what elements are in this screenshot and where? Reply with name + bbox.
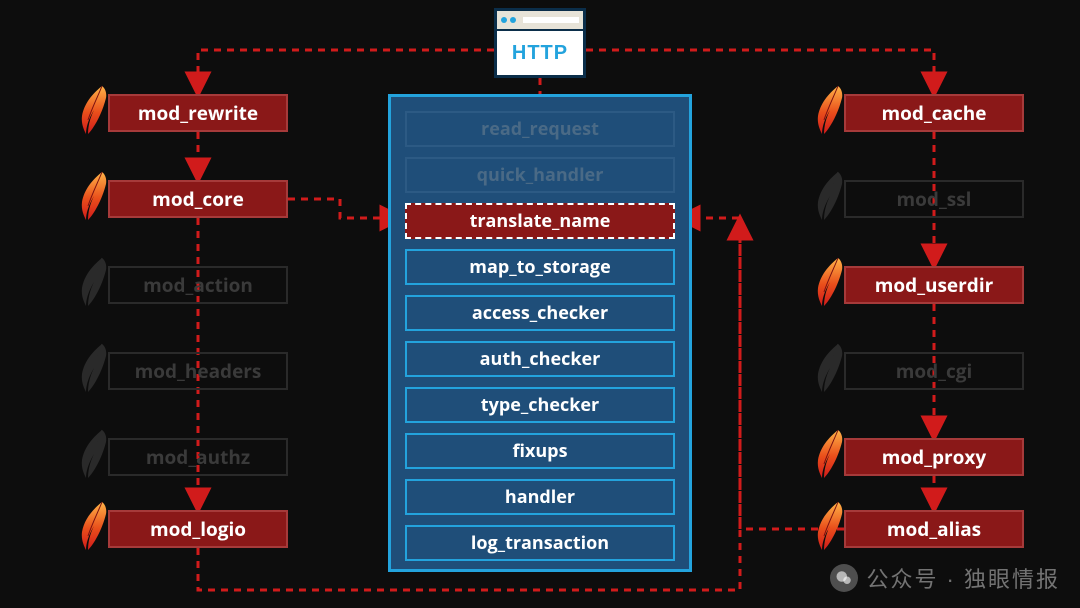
watermark: 公众号 · 独眼情报 — [830, 562, 1060, 594]
module-mod-cgi: mod_cgi — [844, 352, 1024, 390]
module-mod-logio: mod_logio — [108, 510, 288, 548]
module-mod-alias: mod_alias — [844, 510, 1024, 548]
phase-quick-handler: quick_handler — [405, 157, 675, 193]
module-mod-headers: mod_headers — [108, 352, 288, 390]
apache-feather-icon — [72, 170, 112, 224]
phase-fixups: fixups — [405, 433, 675, 469]
module-mod-action: mod_action — [108, 266, 288, 304]
module-mod-authz: mod_authz — [108, 438, 288, 476]
apache-feather-icon — [808, 342, 848, 396]
apache-feather-icon — [808, 500, 848, 554]
phase-log-transaction: log_transaction — [405, 525, 675, 561]
apache-feather-icon — [808, 170, 848, 224]
apache-feather-icon — [72, 84, 112, 138]
module-mod-rewrite: mod_rewrite — [108, 94, 288, 132]
module-mod-ssl: mod_ssl — [844, 180, 1024, 218]
phase-access-checker: access_checker — [405, 295, 675, 331]
apache-feather-icon — [808, 84, 848, 138]
apache-feather-icon — [72, 256, 112, 310]
apache-feather-icon — [72, 500, 112, 554]
http-titlebar — [497, 11, 583, 31]
apache-feather-icon — [808, 428, 848, 482]
phase-read-request: read_request — [405, 111, 675, 147]
apache-feather-icon — [72, 428, 112, 482]
phase-handler: handler — [405, 479, 675, 515]
module-mod-core: mod_core — [108, 180, 288, 218]
watermark-text: 公众号 · 独眼情报 — [866, 562, 1060, 594]
apache-feather-icon — [72, 342, 112, 396]
phase-auth-checker: auth_checker — [405, 341, 675, 377]
module-mod-cache: mod_cache — [844, 94, 1024, 132]
http-source: HTTP — [494, 8, 586, 78]
wechat-icon — [830, 564, 858, 592]
phase-map-to-storage: map_to_storage — [405, 249, 675, 285]
request-pipeline: read_request quick_handler translate_namem… — [388, 94, 692, 572]
phase-translate-name: translate_name — [405, 203, 675, 239]
module-mod-userdir: mod_userdir — [844, 266, 1024, 304]
apache-feather-icon — [808, 256, 848, 310]
http-label: HTTP — [497, 31, 583, 75]
module-mod-proxy: mod_proxy — [844, 438, 1024, 476]
phase-type-checker: type_checker — [405, 387, 675, 423]
